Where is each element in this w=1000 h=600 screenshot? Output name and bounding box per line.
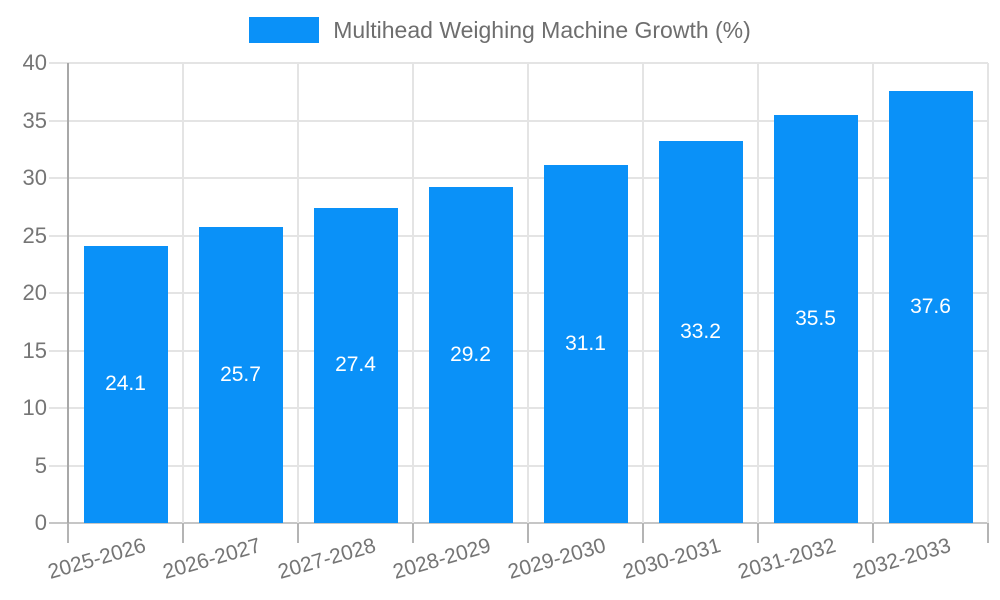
bar-2029-2030: [543, 165, 628, 523]
gridline-vertical: [987, 63, 989, 523]
x-tick-mark: [182, 523, 184, 543]
bar-value-label: 35.5: [795, 306, 836, 330]
gridline-vertical: [297, 63, 299, 523]
legend: Multihead Weighing Machine Growth (%): [0, 17, 1000, 43]
gridline-horizontal: [49, 62, 988, 64]
y-tick-label: 5: [34, 452, 47, 478]
gridline-horizontal: [49, 464, 988, 467]
x-tick-mark: [67, 523, 69, 543]
y-axis-line: [67, 63, 69, 523]
y-tick-label: 40: [22, 50, 47, 75]
gridline-horizontal: [49, 407, 988, 409]
bar-2032-2033: [888, 90, 973, 523]
x-tick-mark: [872, 523, 874, 543]
y-tick-label: 35: [22, 107, 47, 133]
gridline-vertical: [872, 63, 874, 523]
gridline-horizontal: [49, 119, 988, 122]
x-tick-mark: [527, 523, 529, 543]
bar-value-label: 29.2: [450, 343, 491, 367]
gridline-vertical: [182, 63, 184, 523]
y-tick-label: 30: [22, 165, 47, 190]
bar-2027-2028: [313, 207, 398, 523]
x-tick-mark: [757, 523, 759, 543]
bar-value-label: 27.4: [335, 353, 376, 377]
bar-value-label: 24.1: [105, 372, 146, 396]
bar-2026-2027: [198, 227, 283, 523]
x-tick-mark: [642, 523, 644, 543]
gridline-horizontal: [49, 349, 988, 352]
bar-value-label: 31.1: [565, 332, 606, 356]
bar-2028-2029: [428, 187, 513, 523]
y-tick-label: 0: [34, 510, 47, 535]
gridline-horizontal: [49, 177, 988, 179]
bar-2030-2031: [658, 141, 743, 523]
gridline-horizontal: [49, 292, 988, 294]
bar-value-label: 33.2: [680, 320, 721, 344]
bar-2025-2026: [83, 245, 168, 523]
x-tick-mark: [297, 523, 299, 543]
x-tick-mark: [412, 523, 414, 543]
y-tick-label: 15: [22, 337, 47, 363]
gridline-vertical: [412, 63, 414, 523]
y-tick-label: 25: [22, 222, 47, 248]
x-axis-line: [49, 522, 988, 524]
gridline-vertical: [642, 63, 644, 523]
legend-swatch: [249, 17, 320, 43]
gridline-vertical: [527, 63, 529, 523]
bar-2031-2032: [773, 114, 858, 523]
gridline-horizontal: [49, 234, 988, 237]
bar-value-label: 25.7: [220, 363, 261, 387]
legend-label: Multihead Weighing Machine Growth (%): [333, 17, 751, 43]
gridline-vertical: [757, 63, 759, 523]
x-tick-mark: [987, 523, 989, 543]
y-tick-label: 20: [22, 280, 47, 305]
bar-value-label: 37.6: [910, 294, 951, 318]
y-tick-label: 10: [22, 395, 47, 420]
